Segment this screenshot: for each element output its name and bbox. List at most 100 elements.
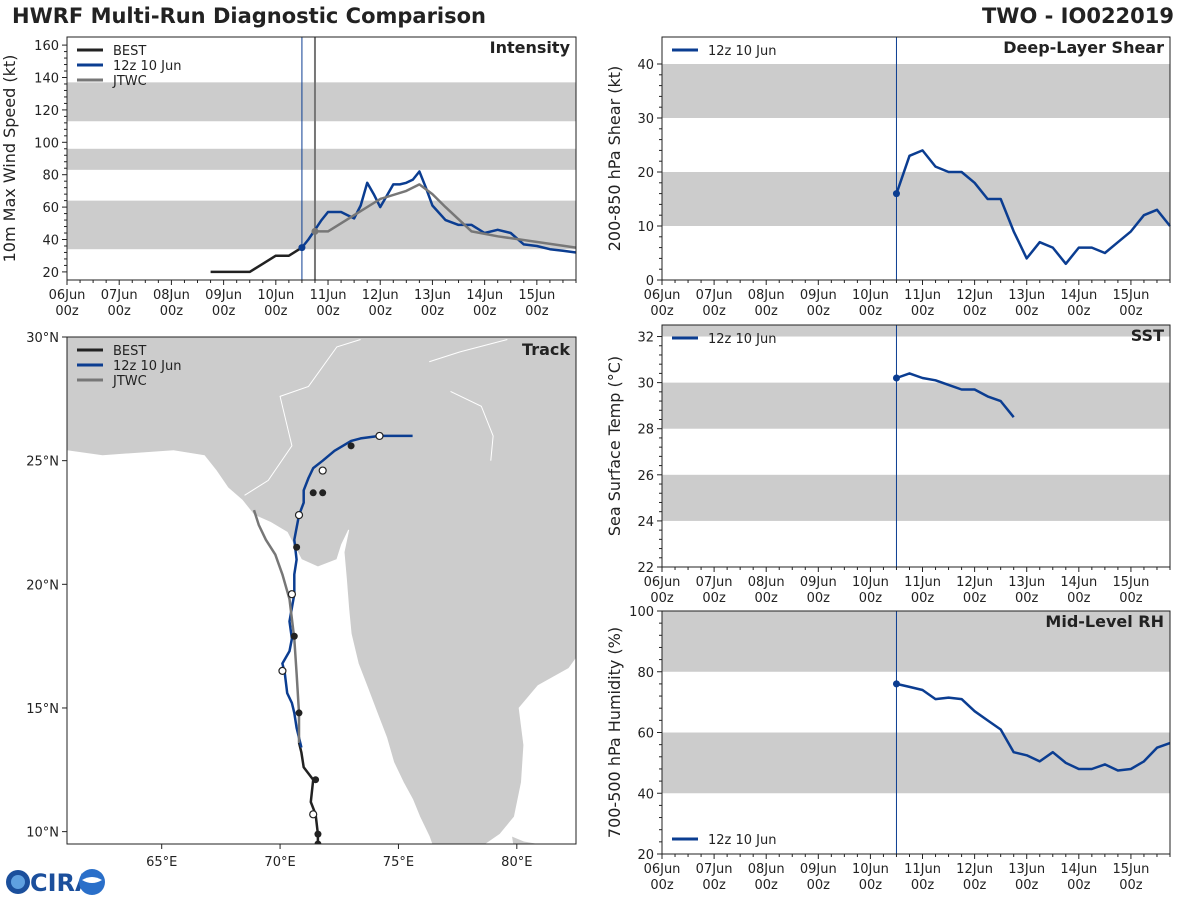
track-ytick-label: 20°N [26, 578, 59, 593]
intensity-xtick-label-day: 12Jun [362, 288, 399, 303]
rh-xtick-label-hour: 00z [1119, 878, 1143, 893]
intensity-ytick-label: 60 [42, 201, 59, 216]
sst-xtick-label-hour: 00z [859, 591, 883, 606]
shear-band-0 [662, 172, 1170, 226]
intensity-series-best [210, 246, 303, 274]
track-panel-label: Track [522, 340, 570, 359]
sst-xtick-label-hour: 00z [1015, 591, 1039, 606]
intensity-ytick-label: 100 [34, 136, 59, 151]
shear-band-1 [662, 64, 1170, 118]
sst-ytick-label: 30 [637, 377, 654, 392]
track-land-srilanka [512, 836, 539, 844]
intensity-xtick-label-day: 15Jun [518, 288, 555, 303]
sst-xtick-label-hour: 00z [650, 591, 674, 606]
sst-legend-label-0: 12z 10 Jun [708, 332, 777, 347]
sst-xtick-label-hour: 00z [1067, 591, 1091, 606]
sst-series-12z-10-jun [896, 372, 1015, 418]
shear-xtick-label-day: 07Jun [696, 288, 733, 303]
intensity-xtick-label-day: 06Jun [49, 288, 86, 303]
rh-xtick-label-day: 06Jun [644, 862, 681, 877]
track-xtick-label: 65°E [146, 855, 177, 870]
rh-xtick-label-day: 14Jun [1060, 862, 1097, 877]
shear-xtick-label-day: 11Jun [904, 288, 941, 303]
intensity-xtick-label-hour: 00z [160, 304, 184, 319]
rh-band-1 [662, 611, 1170, 672]
rh-series-12z-10-jun [896, 682, 1171, 772]
track-ytick-label: 15°N [26, 702, 59, 717]
rh-ylabel: 700-500 hPa Humidity (%) [605, 627, 624, 838]
rh-xtick-label-hour: 00z [911, 878, 935, 893]
intensity-legend-label-0: BEST [113, 44, 146, 59]
sst-xtick-label-hour: 00z [807, 591, 831, 606]
sst-frame [661, 324, 1171, 568]
shear-init-marker [892, 190, 900, 198]
sst-xtick-label-day: 13Jun [1008, 575, 1045, 590]
rh-xtick-label-hour: 00z [650, 878, 674, 893]
intensity-ytick-label: 140 [34, 72, 59, 87]
sst-xtick-label-hour: 00z [1119, 591, 1143, 606]
rh-xtick-label-day: 15Jun [1112, 862, 1149, 877]
rh-ytick-label: 40 [637, 787, 654, 802]
intensity-xtick-label-day: 08Jun [153, 288, 190, 303]
rh-xtick-label-day: 10Jun [852, 862, 889, 877]
intensity-ytick-label: 120 [34, 104, 59, 119]
track-legend-label-2: JTWC [112, 374, 147, 389]
shear-legend-label-0: 12z 10 Jun [708, 44, 777, 59]
shear-series-12z-10-jun [895, 149, 1171, 266]
shear-xtick-label-hour: 00z [859, 304, 883, 319]
sst-xtick-label-hour: 00z [963, 591, 987, 606]
track-point-filled [314, 830, 322, 838]
sst-ylabel: Sea Surface Temp (°C) [605, 356, 624, 536]
rh-xtick-label-hour: 00z [807, 878, 831, 893]
intensity-jtwc-marker [311, 227, 319, 235]
shear-frame [661, 36, 1171, 281]
rh-ytick-label: 80 [637, 666, 654, 681]
shear-ylabel: 200-850 hPa Shear (kt) [605, 66, 624, 252]
intensity-frame [66, 36, 577, 281]
rh-xtick-label-hour: 00z [1015, 878, 1039, 893]
track-point-filled [293, 543, 301, 551]
shear-xtick-label-day: 13Jun [1008, 288, 1045, 303]
intensity-band-1 [67, 148, 576, 170]
track-land [67, 337, 576, 844]
sst-xtick-label-day: 15Jun [1112, 575, 1149, 590]
shear-ytick-label: 10 [637, 220, 654, 235]
track-xtick-label: 80°E [501, 855, 532, 870]
track-ytick-label: 25°N [26, 455, 59, 470]
track-ytick-label: 10°N [26, 826, 59, 841]
rh-xtick-label-day: 08Jun [748, 862, 785, 877]
rh-xtick-label-day: 13Jun [1008, 862, 1045, 877]
intensity-xtick-label-hour: 00z [316, 304, 340, 319]
rh-init-marker [892, 680, 900, 688]
intensity-ytick-label: 40 [42, 234, 59, 249]
shear-xtick-label-day: 06Jun [644, 288, 681, 303]
rh-xtick-label-hour: 00z [702, 878, 726, 893]
track-point-filled [295, 709, 303, 717]
intensity-xtick-label-hour: 00z [369, 304, 393, 319]
intensity-xtick-label-day: 13Jun [414, 288, 451, 303]
shear-xtick-label-hour: 00z [1067, 304, 1091, 319]
track-line-12z-10-jun [281, 434, 413, 748]
track-border-2 [429, 338, 508, 363]
track-point-open [287, 590, 297, 599]
track-xtick-label: 70°E [264, 855, 295, 870]
rh-xtick-label-hour: 00z [755, 878, 779, 893]
track-xtick-label: 75°E [383, 855, 414, 870]
intensity-series-12z-10-jun [300, 170, 577, 254]
intensity-xtick-label-hour: 00z [473, 304, 497, 319]
track-point-filled [290, 632, 298, 640]
shear-xtick-label-hour: 00z [1015, 304, 1039, 319]
shear-xtick-label-hour: 00z [702, 304, 726, 319]
track-line-jtwc [252, 509, 301, 743]
sst-ytick-label: 24 [637, 515, 654, 530]
shear-xtick-label-day: 14Jun [1060, 288, 1097, 303]
intensity-init-marker [298, 244, 306, 252]
intensity-xtick-label-hour: 00z [55, 304, 79, 319]
sst-xtick-label-day: 14Jun [1060, 575, 1097, 590]
shear-xtick-label-day: 12Jun [956, 288, 993, 303]
figure-title: HWRF Multi-Run Diagnostic Comparison [12, 4, 487, 28]
track-point-filled [309, 489, 317, 497]
intensity-xtick-label-hour: 00z [108, 304, 132, 319]
